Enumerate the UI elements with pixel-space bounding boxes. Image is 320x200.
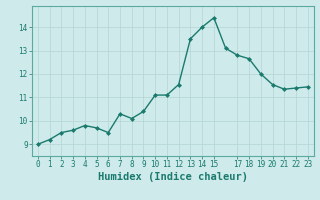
X-axis label: Humidex (Indice chaleur): Humidex (Indice chaleur) [98, 172, 248, 182]
